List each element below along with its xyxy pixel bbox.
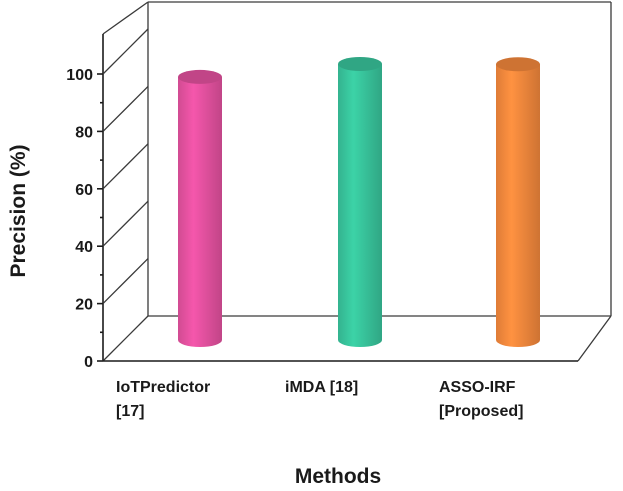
bar-body bbox=[178, 76, 222, 347]
floor-right-edge bbox=[577, 315, 612, 362]
x-tick-label-line: IoTPredictor bbox=[116, 379, 210, 396]
bars bbox=[178, 56, 540, 347]
bar-top bbox=[178, 69, 222, 84]
y-tick-label: 20 bbox=[75, 297, 93, 314]
bar-3 bbox=[496, 57, 540, 347]
y-axis-title: Precision (%) bbox=[7, 144, 30, 277]
bar-body bbox=[496, 64, 540, 347]
y-depth-guide bbox=[102, 28, 149, 75]
x-tick-label-line: ASSO-IRF bbox=[439, 379, 516, 396]
y-axis: 0 20 40 60 80 100 bbox=[66, 28, 149, 371]
x-tick-label-line: iMDA [18] bbox=[285, 379, 358, 396]
x-axis-title: Methods bbox=[295, 465, 381, 488]
bar-2 bbox=[338, 56, 382, 347]
y-tick-label: 40 bbox=[75, 239, 93, 256]
y-depth-guide bbox=[102, 315, 149, 362]
y-depth-guide bbox=[102, 85, 149, 132]
bar-1 bbox=[178, 69, 222, 347]
left-wall-top-edge bbox=[102, 1, 149, 35]
x-axis: IoTPredictor [17] iMDA [18] ASSO-IRF [Propos… bbox=[103, 360, 578, 420]
x-tick-label: IoTPredictor [17] bbox=[116, 379, 210, 420]
y-depth-guide bbox=[102, 143, 149, 190]
bar-top bbox=[338, 56, 382, 71]
x-tick-label-line: [17] bbox=[116, 403, 144, 420]
y-depth-guide bbox=[102, 258, 149, 305]
y-tick-label: 100 bbox=[66, 67, 93, 84]
y-tick-label: 0 bbox=[84, 354, 93, 371]
y-depth-guide bbox=[102, 200, 149, 247]
bar-body bbox=[338, 63, 382, 347]
x-tick-label: ASSO-IRF [Proposed] bbox=[439, 379, 523, 420]
y-tick-label: 80 bbox=[75, 124, 93, 141]
x-tick-label-line: [Proposed] bbox=[439, 403, 523, 420]
y-tick-label: 60 bbox=[75, 182, 93, 199]
x-tick-label: iMDA [18] bbox=[285, 379, 358, 396]
bar-top bbox=[496, 57, 540, 72]
